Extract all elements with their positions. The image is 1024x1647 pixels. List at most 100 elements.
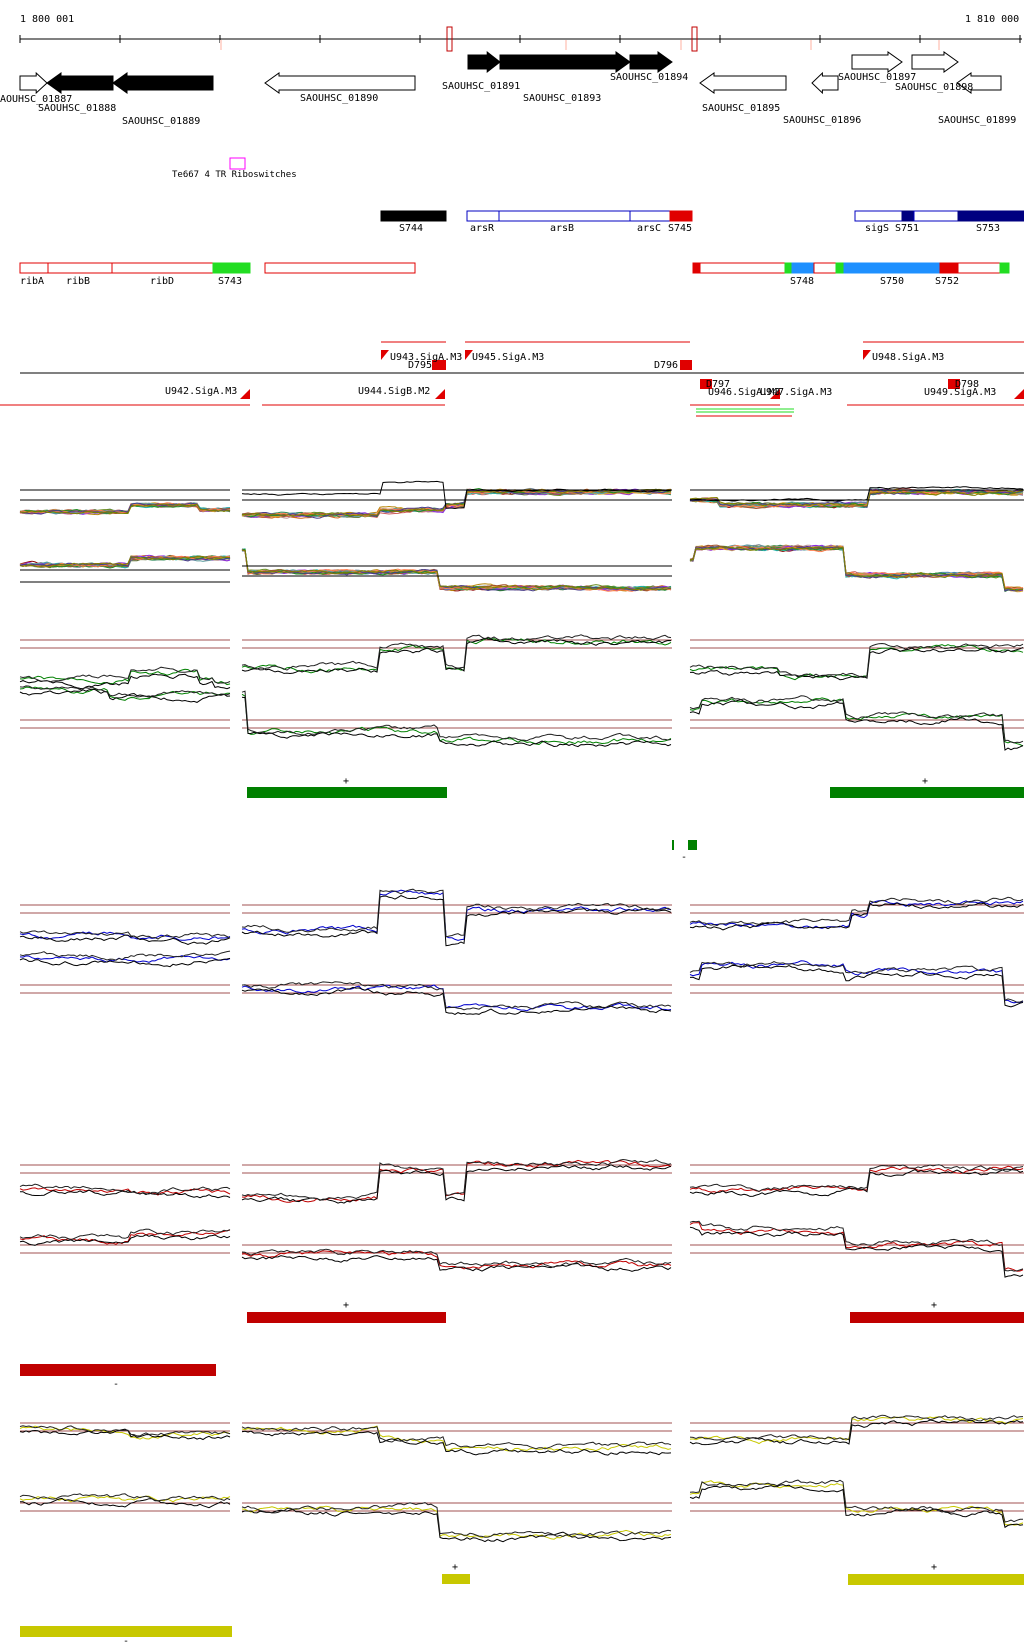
multi-lower-c-1	[689, 544, 1024, 590]
gene-label-01887[interactable]: AOUHSC_01887	[0, 94, 73, 105]
gene-arrow-01894	[629, 51, 673, 73]
gene-label-01889[interactable]: SAOUHSC_01889	[122, 116, 201, 127]
multi-lower-c-0	[690, 546, 1024, 592]
yellow-panel-black2-4	[689, 1414, 1024, 1441]
gene-label-01898[interactable]: SAOUHSC_01898	[895, 82, 974, 93]
green-panel-black2-0	[19, 666, 231, 684]
coord-start: 1 800 001	[20, 14, 75, 25]
seg-ribD[interactable]: ribD	[150, 276, 175, 287]
prom-U944[interactable]: U944.SigB.M2	[358, 386, 431, 397]
blue-panel-trace-2	[241, 889, 672, 941]
yellow-plus-bar-1	[442, 1574, 470, 1584]
red-panel-black2-2	[241, 1158, 672, 1201]
seg-ribB[interactable]: ribB	[66, 276, 91, 287]
yellow-panel-black2-5	[689, 1479, 1024, 1523]
blue-panel-black-1	[19, 957, 231, 968]
prom-U946[interactable]: U946.SigA.M3	[708, 387, 781, 398]
green-plus-bar-1	[247, 787, 447, 798]
seg-arsB[interactable]: arsB	[550, 223, 575, 234]
prom-U948[interactable]: U948.SigA.M3	[872, 352, 945, 363]
red-panel-black2-1	[19, 1228, 231, 1241]
gene-arrow-01889	[112, 72, 214, 94]
seg-box-S751	[901, 210, 915, 222]
gene-label-01895[interactable]: SAOUHSC_01895	[702, 103, 781, 114]
multi-lower-c-15	[689, 544, 1024, 590]
multi-upper-c-10	[689, 488, 1024, 509]
ruler-highlight-2	[691, 26, 698, 52]
multi-lower-c-6	[689, 545, 1024, 592]
seg-box-g	[999, 262, 1010, 274]
prom-U942[interactable]: U942.SigA.M3	[165, 386, 238, 397]
multi-lower-b-8	[242, 548, 672, 591]
terminator-D797	[700, 379, 712, 389]
seg-box-S752	[939, 262, 959, 274]
red-panel-black2-0	[19, 1183, 231, 1195]
seg-box-d	[813, 262, 837, 274]
gene-label-01893[interactable]: SAOUHSC_01893	[523, 93, 602, 104]
prom-D798[interactable]: D798	[955, 379, 980, 390]
seg-S751[interactable]: S751	[895, 223, 920, 234]
prom-D795[interactable]: D795	[408, 360, 433, 371]
red-panel-black-1	[19, 1234, 231, 1246]
green-panel-black2-4	[689, 642, 1024, 679]
red-panel-black2-3	[241, 1248, 672, 1268]
terminator-D795	[432, 360, 446, 370]
seg-box-unlabeled	[264, 262, 416, 274]
multi-lower-c-2	[689, 545, 1024, 592]
gene-label-01897[interactable]: SAOUHSC_01897	[838, 72, 917, 83]
prom-D796[interactable]: D796	[654, 360, 679, 371]
blue-panel-black2-4	[689, 896, 1024, 927]
gene-label-01896[interactable]: SAOUHSC_01896	[783, 115, 862, 126]
red-panel-black-5	[689, 1226, 1024, 1278]
green-panel-black2-1	[19, 685, 231, 698]
gene-arrow-01888	[46, 72, 114, 94]
gene-label-01899[interactable]: SAOUHSC_01899	[938, 115, 1017, 126]
prom-U945[interactable]: U945.SigA.M3	[472, 352, 545, 363]
seg-box-a	[692, 262, 701, 274]
riboswitch-label[interactable]: Te667 4 TR Riboswitches	[172, 170, 297, 180]
seg-S743[interactable]: S743	[218, 276, 243, 287]
strand-plus-green-2: +	[922, 776, 929, 787]
seg-box-f	[957, 262, 1001, 274]
yellow-panel-black2-0	[19, 1425, 231, 1437]
seg-S744[interactable]: S744	[399, 223, 424, 234]
gene-label-01890[interactable]: SAOUHSC_01890	[300, 93, 379, 104]
prom-D797[interactable]: D797	[706, 379, 731, 390]
terminator-D798	[948, 379, 960, 389]
seg-S752[interactable]: S752	[935, 276, 960, 287]
multi-upper-a-18	[19, 502, 231, 515]
prom-U947[interactable]: U947.SigA.M3	[760, 387, 833, 398]
yellow-panel-trace-2	[241, 1425, 672, 1452]
blue-panel-black-2	[241, 895, 672, 947]
green-plus-bar-2	[830, 787, 1024, 798]
blue-panel-black2-1	[19, 950, 231, 961]
seg-box-S748	[791, 262, 815, 274]
red-plus-bar-1	[247, 1312, 446, 1323]
seg-arsC[interactable]: arsC	[637, 223, 662, 234]
strand-plus-yellow-2: +	[931, 1562, 938, 1573]
gene-label-01894[interactable]: SAOUHSC_01894	[610, 72, 689, 83]
multi-lower-c-19	[689, 546, 1024, 591]
blue-panel-black-4	[689, 902, 1024, 931]
red-panel-black2-5	[689, 1220, 1024, 1272]
seg-box-sigS	[854, 210, 903, 222]
yellow-panel-black2-1	[19, 1493, 231, 1502]
blue-panel-trace-1	[19, 955, 231, 963]
prom-U943[interactable]: U943.SigA.M3	[390, 352, 463, 363]
seg-S745[interactable]: S745	[668, 223, 693, 234]
seg-S750[interactable]: S750	[880, 276, 905, 287]
seg-arsR[interactable]: arsR	[470, 223, 495, 234]
seg-S753[interactable]: S753	[976, 223, 1001, 234]
seg-box-arsB	[498, 210, 631, 222]
green-panel-trace-2	[241, 637, 672, 674]
multi-lower-c-5	[689, 545, 1024, 591]
prom-U949[interactable]: U949.SigA.M3	[924, 387, 997, 398]
gene-label-01891[interactable]: SAOUHSC_01891	[442, 81, 521, 92]
seg-ribA[interactable]: ribA	[20, 276, 45, 287]
gene-label-01888[interactable]: SAOUHSC_01888	[38, 103, 117, 114]
seg-S748[interactable]: S748	[790, 276, 815, 287]
multi-lower-c-14	[689, 544, 1024, 592]
seg-box-S753	[957, 210, 1024, 222]
seg-sigS[interactable]: sigS	[865, 223, 890, 234]
seg-box-S751b	[913, 210, 959, 222]
